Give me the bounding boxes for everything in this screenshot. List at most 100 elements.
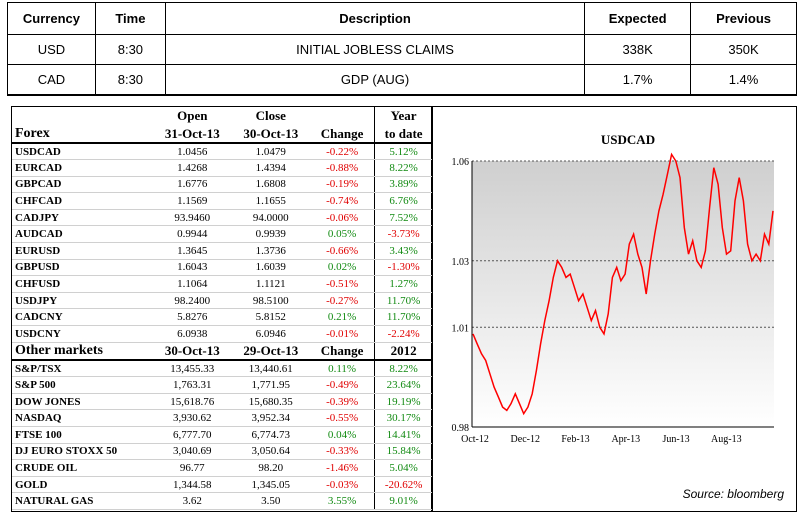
forex-row: EURCAD 1.4268 1.4394 -0.88% 8.22% xyxy=(12,159,432,177)
other-open: 1,763.31 xyxy=(153,376,232,394)
other-close: 6,774.73 xyxy=(231,426,311,444)
forex-open: 98.2400 xyxy=(153,292,232,310)
forex-ytd: 11.70% xyxy=(374,292,432,310)
forex-header-cell: Year xyxy=(374,107,432,125)
forex-close: 1.0479 xyxy=(231,143,311,161)
calendar-description: GDP (AUG) xyxy=(164,64,586,96)
forex-name: GBPUSD xyxy=(12,259,154,277)
usdcad-chart-panel: USDCAD 0.98 1.01 1.03 1.06 Oct-12 Dec-12 Feb-… xyxy=(433,106,797,512)
forex-header-row: Forex 31-Oct-13 30-Oct-13 Change to date xyxy=(12,125,432,144)
y-tick-label: 1.06 xyxy=(452,157,470,168)
other-name: DJ EURO STOXX 50 xyxy=(12,443,154,461)
other-change: 3.55% xyxy=(310,492,375,510)
forex-row: GBPCAD 1.6776 1.6808 -0.19% 3.89% xyxy=(12,176,432,194)
forex-name: USDCAD xyxy=(12,143,154,161)
other-ytd: 8.22% xyxy=(374,360,432,378)
other-change: 0.11% xyxy=(310,360,375,378)
other-close: 3.50 xyxy=(231,492,311,510)
calendar-header-description: Description xyxy=(164,2,586,35)
forex-header-row: Open Close Year xyxy=(12,107,432,125)
forex-ytd: 3.43% xyxy=(374,242,432,260)
forex-ytd: 5.12% xyxy=(374,143,432,161)
other-name: DOW JONES xyxy=(12,393,154,411)
x-tick-label: Feb-13 xyxy=(561,434,589,445)
calendar-row: CAD 8:30 GDP (AUG) 1.7% 1.4% xyxy=(7,64,797,96)
forex-close: 1.6808 xyxy=(231,176,311,194)
x-tick-label: Aug-13 xyxy=(711,434,742,445)
forex-header-cell: 31-Oct-13 xyxy=(153,125,232,144)
forex-close: 94.0000 xyxy=(231,209,311,227)
forex-row: CADCNY 5.8276 5.8152 0.21% 11.70% xyxy=(12,308,432,327)
chart-title: USDCAD xyxy=(601,132,655,147)
forex-header-cell: Forex xyxy=(12,125,154,144)
other-row: NATURAL GAS 3.62 3.50 3.55% 9.01% xyxy=(12,492,432,510)
other-open: 3,930.62 xyxy=(153,409,232,427)
other-markets-header-row: Other markets 30-Oct-13 29-Oct-13 Change 201… xyxy=(12,341,432,362)
calendar-time: 8:30 xyxy=(94,34,166,65)
other-name: CRUDE OIL xyxy=(12,459,154,477)
chart-source: Source: bloomberg xyxy=(682,487,784,501)
forex-name: CADCNY xyxy=(12,308,154,327)
forex-open: 1.1064 xyxy=(153,275,232,293)
forex-ytd: 11.70% xyxy=(374,308,432,327)
usdcad-series-line xyxy=(472,152,774,416)
forex-name: USDJPY xyxy=(12,292,154,310)
other-change: -0.33% xyxy=(310,443,375,461)
x-tick-label: Dec-12 xyxy=(511,434,540,445)
other-open: 3,040.69 xyxy=(153,443,232,461)
calendar-time: 8:30 xyxy=(94,64,166,96)
other-name: GOLD xyxy=(12,476,154,494)
other-close: 98.20 xyxy=(231,459,311,477)
other-row: CRUDE OIL 96.77 98.20 -1.46% 5.04% xyxy=(12,459,432,477)
forex-name: EURUSD xyxy=(12,242,154,260)
calendar-description: INITIAL JOBLESS CLAIMS xyxy=(164,34,586,65)
forex-row: GBPUSD 1.6043 1.6039 0.02% -1.30% xyxy=(12,259,432,277)
x-tick-label: Apr-13 xyxy=(611,434,640,445)
forex-change: -0.27% xyxy=(310,292,375,310)
forex-change: -0.06% xyxy=(310,209,375,227)
forex-close: 1.3736 xyxy=(231,242,311,260)
calendar-expected: 338K xyxy=(584,34,692,65)
other-change: -0.39% xyxy=(310,393,375,411)
other-ytd: 19.19% xyxy=(374,393,432,411)
forex-close: 5.8152 xyxy=(231,308,311,327)
other-ytd: 15.84% xyxy=(374,443,432,461)
forex-name: CHFUSD xyxy=(12,275,154,293)
forex-ytd: 1.27% xyxy=(374,275,432,293)
other-change: -0.55% xyxy=(310,409,375,427)
calendar-header-previous: Previous xyxy=(690,2,797,35)
forex-name: AUDCAD xyxy=(12,225,154,244)
other-header-cell: Change xyxy=(310,341,375,362)
y-tick-label: 1.01 xyxy=(452,323,470,334)
forex-row: USDCAD 1.0456 1.0479 -0.22% 5.12% xyxy=(12,143,432,161)
other-header-cell: 29-Oct-13 xyxy=(231,341,311,362)
forex-header-cell xyxy=(310,107,375,125)
forex-close: 0.9939 xyxy=(231,225,311,244)
forex-open: 1.4268 xyxy=(153,159,232,177)
other-change: 0.04% xyxy=(310,426,375,444)
other-row: S&P/TSX 13,455.33 13,440.61 0.11% 8.22% xyxy=(12,360,432,378)
forex-close: 1.1121 xyxy=(231,275,311,293)
calendar-expected: 1.7% xyxy=(584,64,692,96)
forex-row: CHFCAD 1.1569 1.1655 -0.74% 6.76% xyxy=(12,192,432,210)
other-row: NASDAQ 3,930.62 3,952.34 -0.55% 30.17% xyxy=(12,409,432,427)
other-ytd: 23.64% xyxy=(374,376,432,394)
forex-header-cell: Change xyxy=(310,125,375,144)
forex-ytd: -1.30% xyxy=(374,259,432,277)
forex-open: 1.3645 xyxy=(153,242,232,260)
other-name: NASDAQ xyxy=(12,409,154,427)
forex-ytd: -3.73% xyxy=(374,225,432,244)
forex-change: -0.88% xyxy=(310,159,375,177)
other-ytd: 9.01% xyxy=(374,492,432,510)
usdcad-chart: USDCAD 0.98 1.01 1.03 1.06 Oct-12 Dec-12 Feb-… xyxy=(452,132,774,445)
calendar-currency: CAD xyxy=(7,64,96,96)
other-name: S&P/TSX xyxy=(12,360,154,378)
other-name: NATURAL GAS xyxy=(12,492,154,510)
forex-name: CADJPY xyxy=(12,209,154,227)
y-tick-label: 0.98 xyxy=(452,423,470,434)
other-row: GOLD 1,344.58 1,345.05 -0.03% -20.62% xyxy=(12,476,432,494)
other-close: 3,050.64 xyxy=(231,443,311,461)
economic-calendar-table: Currency Time Description Expected Previ… xyxy=(7,2,797,96)
forex-change: -0.74% xyxy=(310,192,375,210)
calendar-header-time: Time xyxy=(94,2,166,35)
